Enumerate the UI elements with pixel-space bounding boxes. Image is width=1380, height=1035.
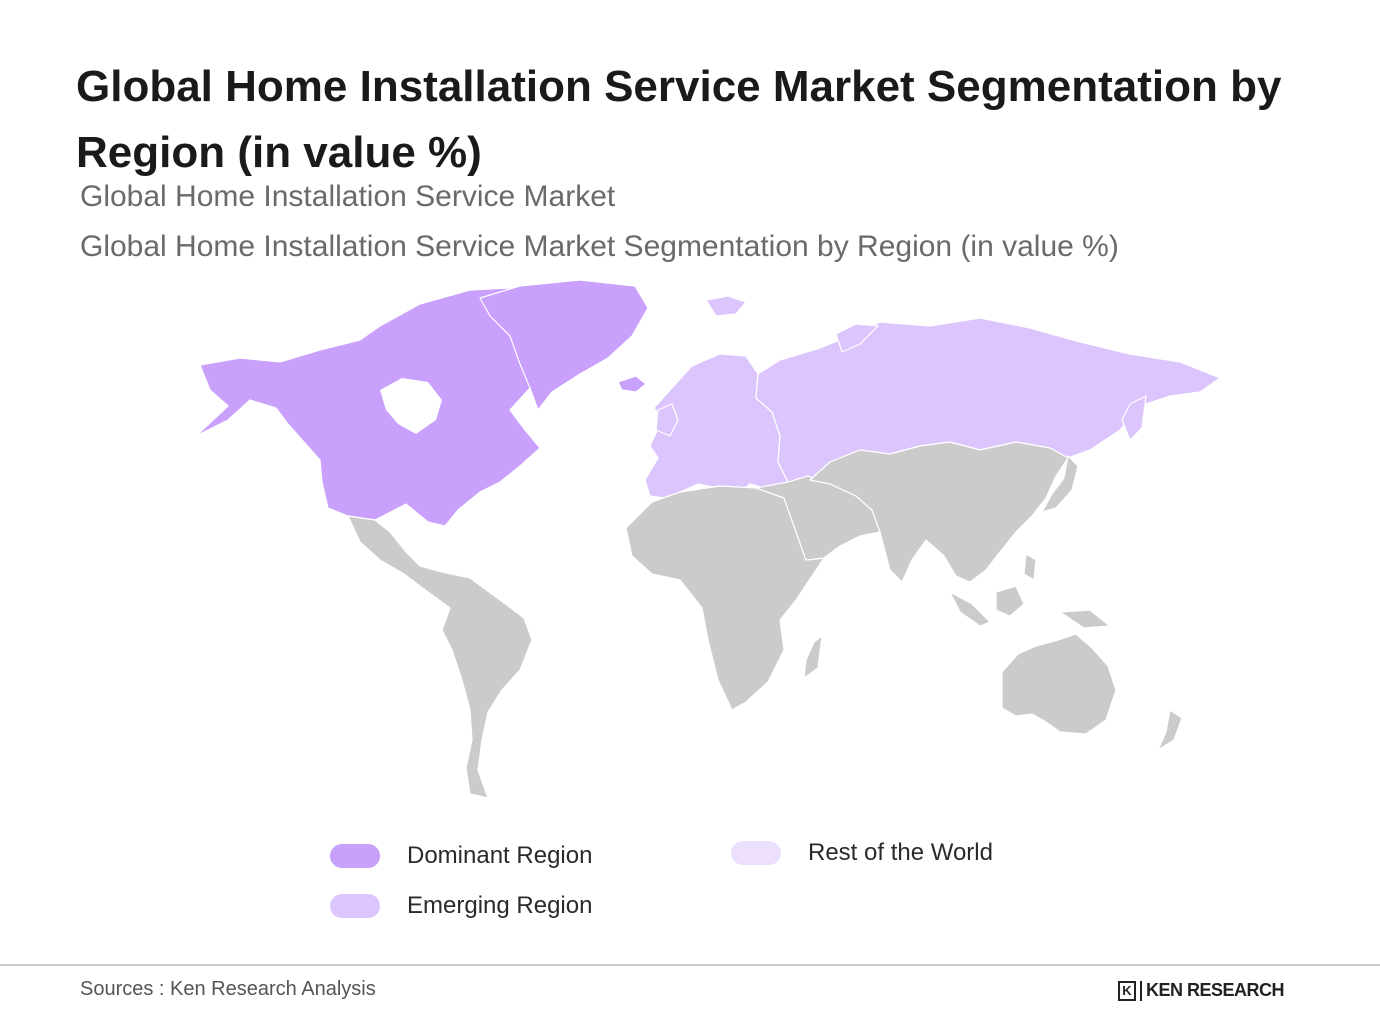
- legend-swatch-dominant: [330, 844, 380, 868]
- legend-swatch-emerging: [330, 894, 380, 918]
- region-middle-east: [755, 475, 881, 561]
- brand-name: KEN RESEARCH: [1146, 980, 1285, 1000]
- source-note: Sources : Ken Research Analysis: [80, 978, 376, 1000]
- hudson-bay: [380, 378, 442, 434]
- legend-label-emerging: Emerging Region: [407, 892, 593, 919]
- subtitle-segmentation: Global Home Installation Service Market …: [80, 230, 1119, 263]
- legend-label-rest: Rest of the World: [808, 839, 993, 866]
- region-asia: [809, 441, 1069, 583]
- region-british-isles: [655, 403, 679, 437]
- region-svalbard: [705, 295, 747, 317]
- brand-divider: [1140, 980, 1142, 1001]
- page-title: Global Home Installation Service Market …: [76, 62, 1282, 177]
- brand-logo: K KEN RESEARCH: [1118, 980, 1285, 1001]
- world-map: [195, 279, 1221, 799]
- region-australia: [1001, 633, 1117, 735]
- legend-swatch-rest: [731, 841, 781, 865]
- region-madagascar: [803, 635, 823, 679]
- brand-mark-icon: K: [1118, 980, 1136, 1001]
- region-japan: [1041, 455, 1079, 513]
- subtitle-market: Global Home Installation Service Market: [80, 180, 616, 213]
- region-greenland: [479, 279, 649, 411]
- legend-dominant: Dominant Region: [330, 842, 592, 870]
- region-iceland: [617, 375, 647, 393]
- region-north-america: [195, 287, 541, 527]
- region-sumatra: [949, 591, 991, 627]
- legend-label-dominant: Dominant Region: [407, 842, 593, 869]
- region-latin-america: [347, 515, 533, 799]
- region-borneo: [995, 585, 1025, 617]
- region-novaya-zemlya: [835, 323, 879, 353]
- region-philippines: [1023, 553, 1037, 581]
- region-new-guinea: [1059, 609, 1111, 629]
- legend-rest: Rest of the World: [731, 839, 993, 867]
- region-kamchatka: [1121, 395, 1147, 441]
- legend-emerging: Emerging Region: [330, 892, 592, 920]
- footer-divider: [0, 964, 1380, 966]
- region-new-zealand: [1157, 709, 1183, 751]
